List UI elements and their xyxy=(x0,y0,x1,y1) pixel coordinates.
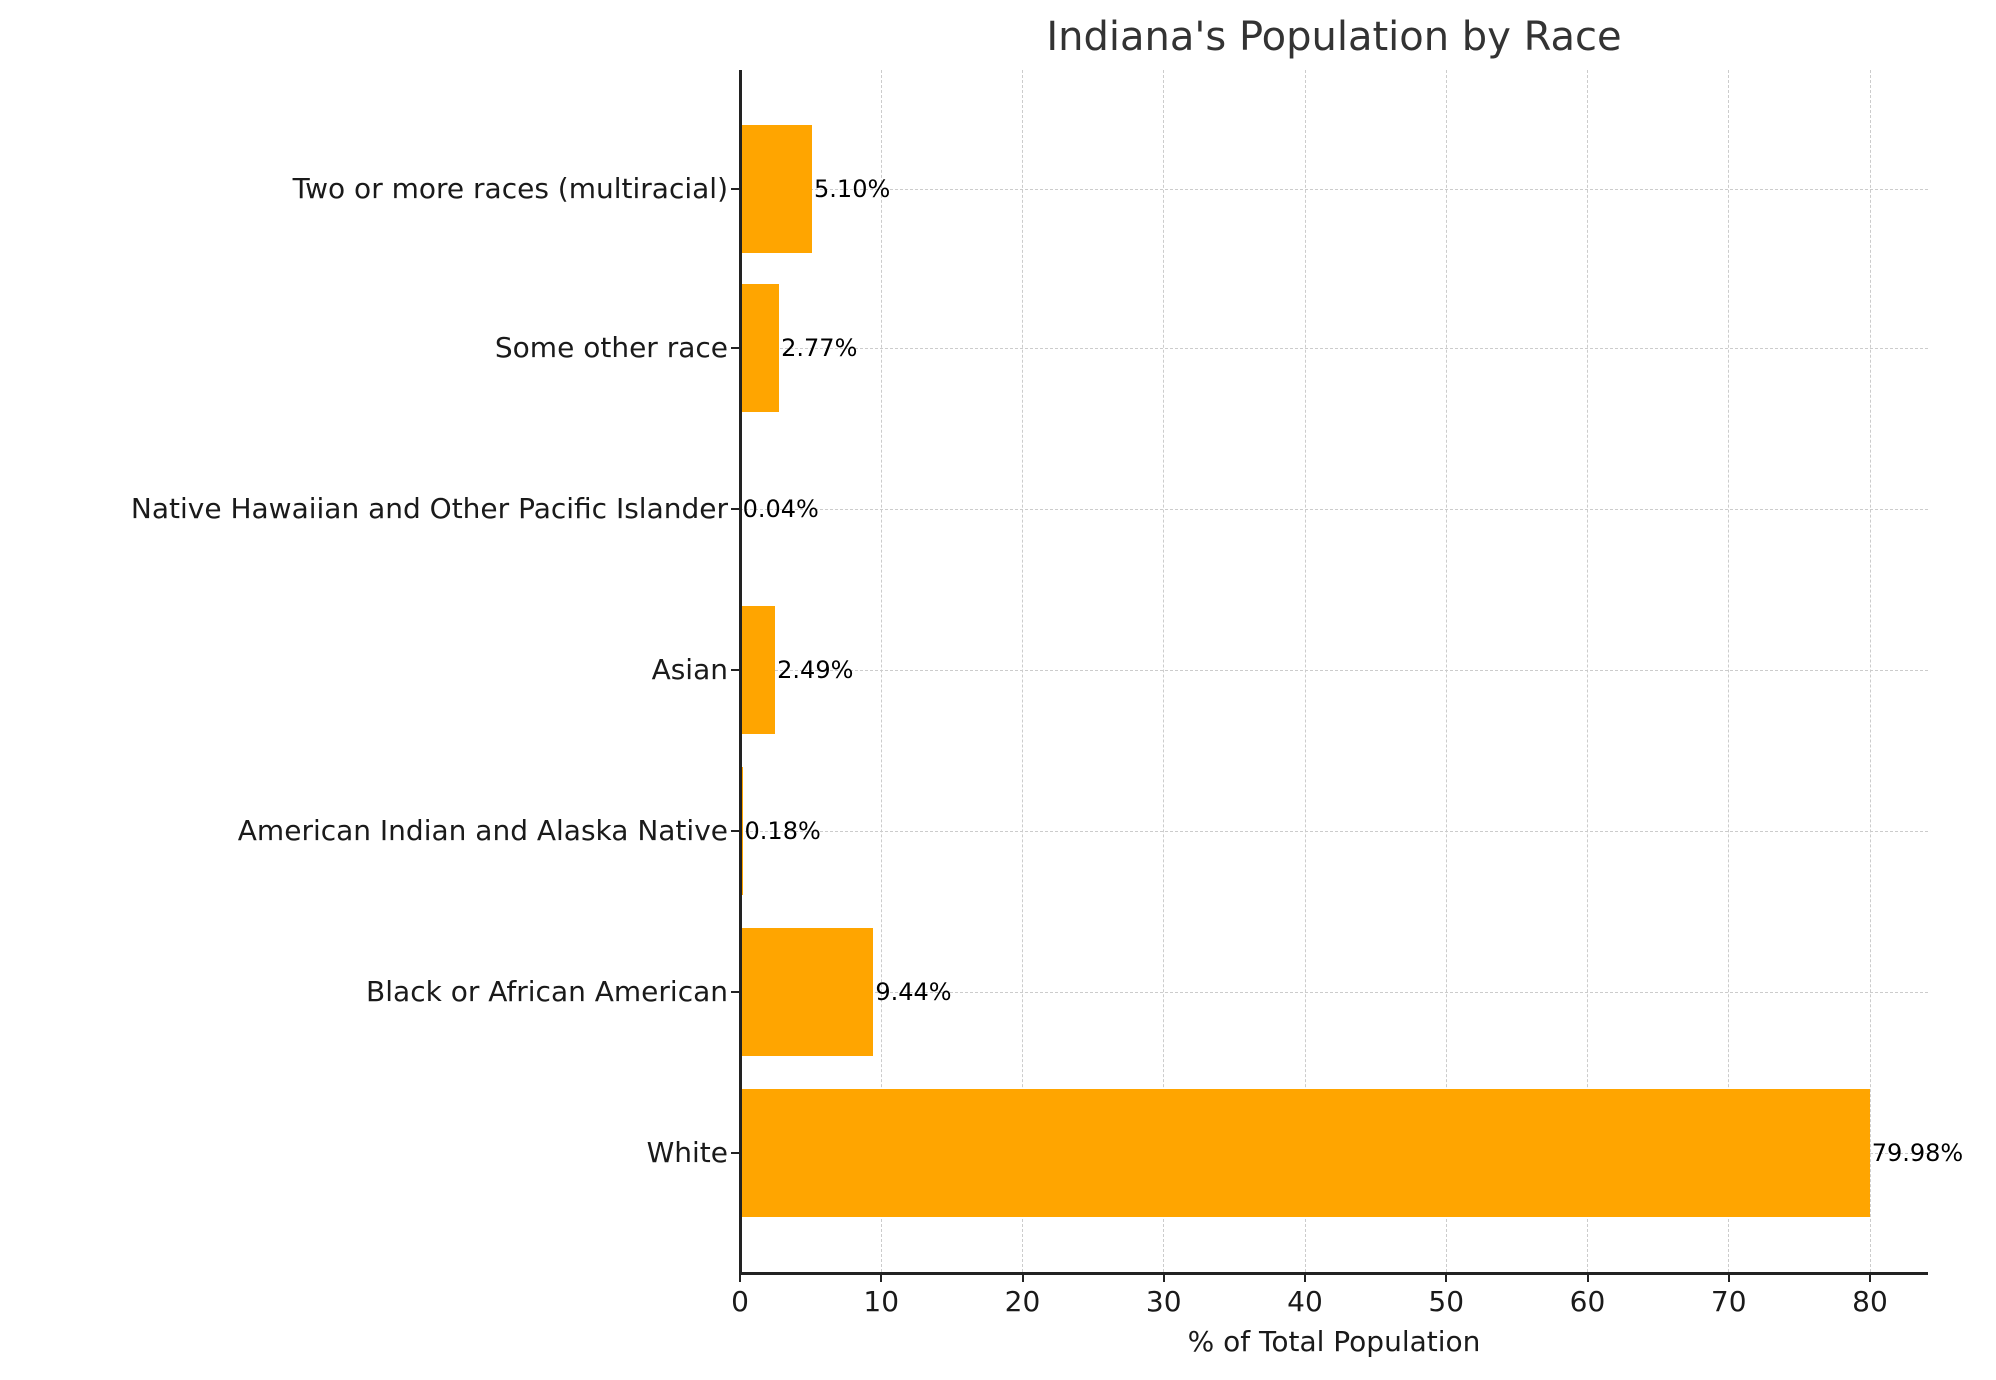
vertical-grid-line xyxy=(1869,70,1871,1272)
x-tick-label: 30 xyxy=(1145,1285,1182,1318)
y-tick-label: Two or more races (multiracial) xyxy=(292,172,728,205)
y-tick-mark xyxy=(731,991,740,993)
x-tick-mark xyxy=(1869,1273,1871,1282)
y-tick-label: American Indian and Alaska Native xyxy=(237,814,728,847)
horizontal-grid-line xyxy=(740,188,1928,190)
x-axis-label: % of Total Population xyxy=(1187,1325,1481,1358)
y-tick-mark xyxy=(731,830,740,832)
y-tick-mark xyxy=(731,347,740,349)
x-axis-line xyxy=(739,1272,1928,1275)
y-tick-label: Some other race xyxy=(494,331,728,364)
vertical-grid-line xyxy=(1728,70,1730,1272)
x-tick-mark xyxy=(1304,1273,1306,1282)
horizontal-grid-line xyxy=(740,991,1928,993)
x-tick-mark xyxy=(1162,1273,1165,1282)
horizontal-grid-line xyxy=(740,669,1928,671)
chart-title: Indiana's Population by Race xyxy=(1046,14,1622,60)
vertical-grid-line xyxy=(1163,70,1165,1272)
bar-value-label: 2.49% xyxy=(777,656,854,684)
x-tick-label: 40 xyxy=(1287,1285,1323,1318)
y-tick-mark xyxy=(731,669,740,671)
x-tick-label: 10 xyxy=(863,1285,900,1318)
bar xyxy=(740,606,776,734)
vertical-grid-line xyxy=(1587,70,1588,1272)
bar-value-label: 0.04% xyxy=(742,495,819,523)
x-tick-label: 70 xyxy=(1710,1285,1747,1318)
bar-value-label: 79.98% xyxy=(1871,1139,1964,1167)
y-tick-mark xyxy=(731,1152,740,1154)
y-tick-label: Black or African American xyxy=(366,975,728,1008)
bar-value-label: 5.10% xyxy=(814,175,891,203)
x-tick-mark xyxy=(1021,1273,1024,1282)
horizontal-grid-line xyxy=(740,508,1928,510)
x-tick-mark xyxy=(1445,1273,1448,1282)
vertical-grid-line xyxy=(1304,70,1306,1272)
x-tick-mark xyxy=(880,1273,883,1282)
x-tick-label: 50 xyxy=(1428,1285,1465,1318)
x-tick-mark xyxy=(739,1273,741,1282)
bar xyxy=(740,928,874,1056)
vertical-grid-line xyxy=(880,70,882,1272)
x-tick-label: 20 xyxy=(1004,1285,1041,1318)
vertical-grid-line xyxy=(1022,70,1023,1272)
x-tick-mark xyxy=(1727,1273,1730,1282)
y-axis-line xyxy=(739,70,742,1274)
horizontal-grid-line xyxy=(740,830,1928,832)
x-tick-label: 60 xyxy=(1569,1285,1606,1318)
bar-value-label: 0.18% xyxy=(744,817,821,845)
y-tick-label: Asian xyxy=(651,653,728,686)
vertical-grid-line xyxy=(1445,70,1447,1272)
y-tick-label: White xyxy=(646,1136,728,1169)
y-tick-mark xyxy=(731,188,740,190)
x-tick-label: 80 xyxy=(1852,1285,1888,1318)
x-tick-label: 0 xyxy=(731,1285,749,1318)
bar xyxy=(740,125,813,253)
y-tick-mark xyxy=(731,508,740,510)
bar xyxy=(740,284,780,412)
bar-value-label: 2.77% xyxy=(781,334,858,362)
horizontal-grid-line xyxy=(740,347,1928,349)
y-tick-label: Native Hawaiian and Other Pacific Island… xyxy=(130,492,728,525)
bar xyxy=(740,1089,1870,1217)
bar-value-label: 9.44% xyxy=(875,978,952,1006)
x-tick-mark xyxy=(1586,1273,1589,1282)
